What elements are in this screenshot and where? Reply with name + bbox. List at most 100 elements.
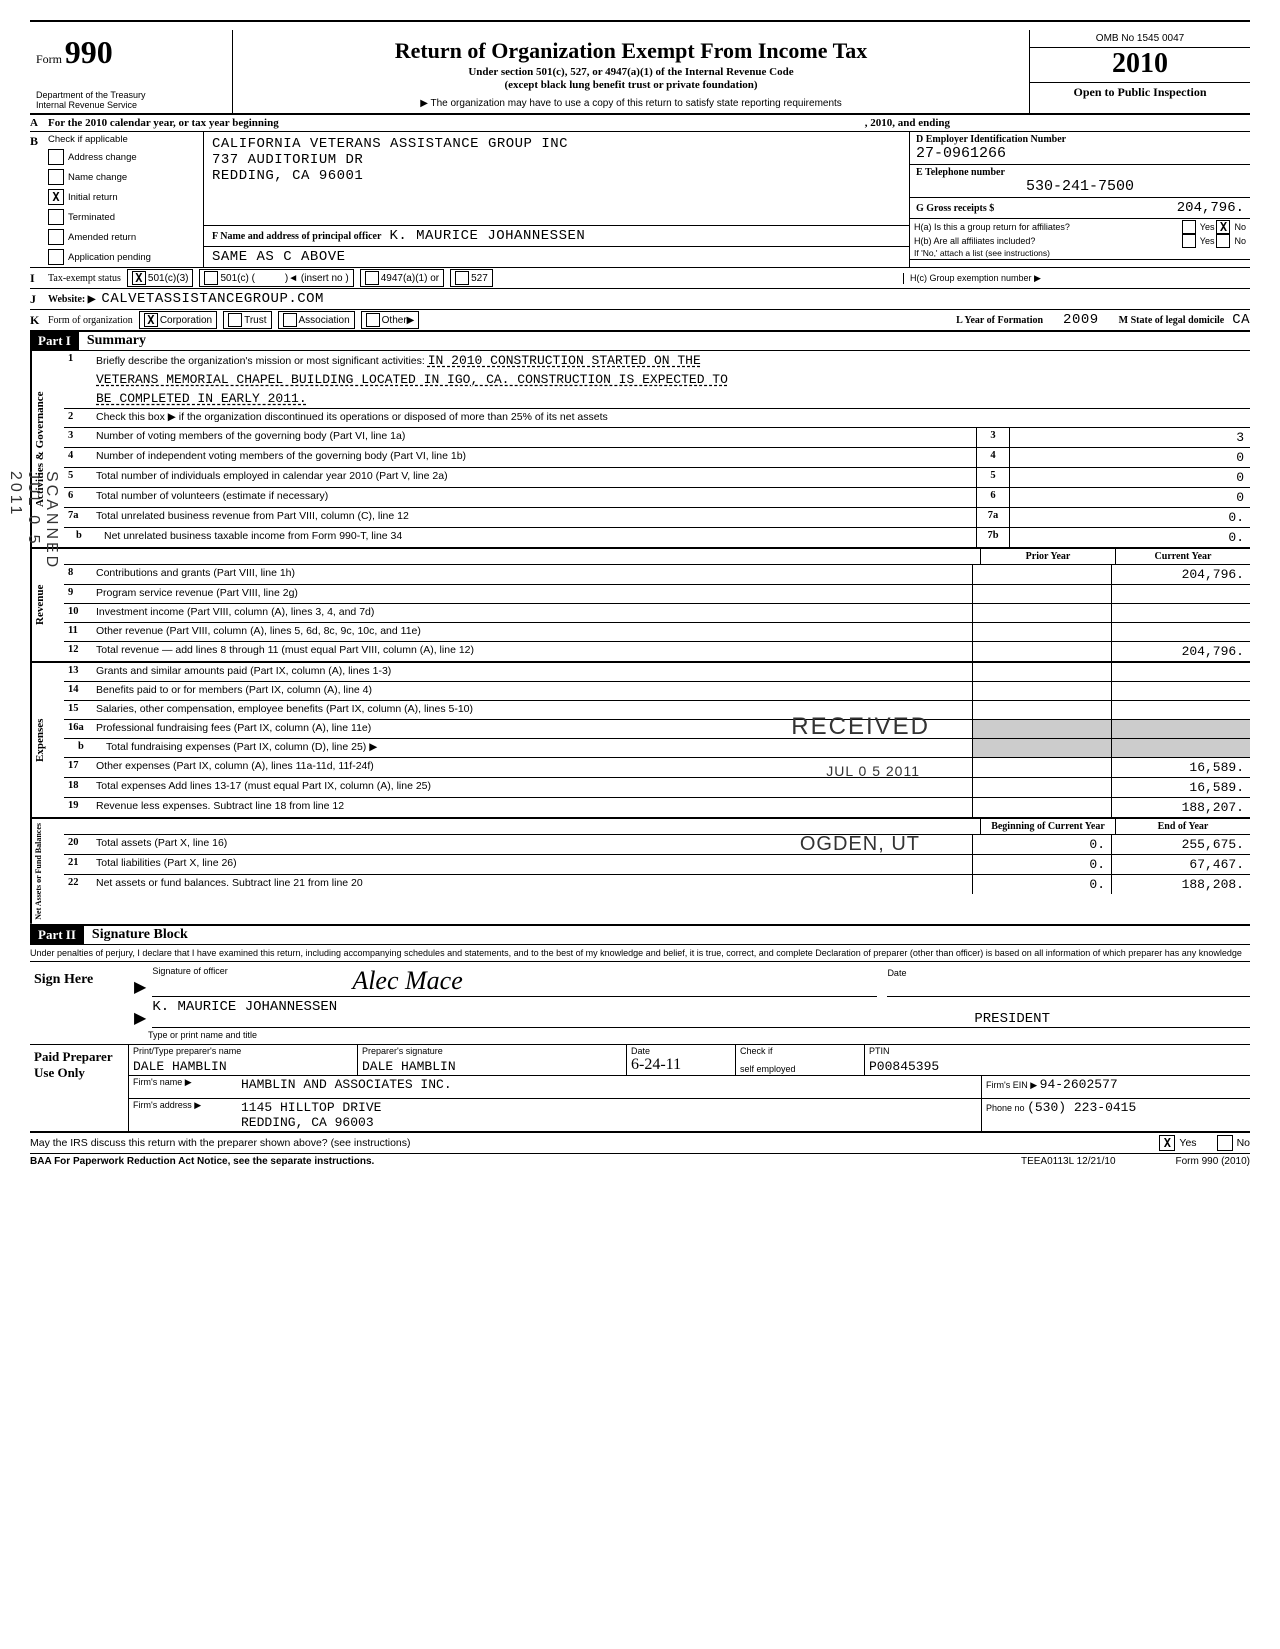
hdr-begin: Beginning of Current Year (980, 819, 1115, 834)
side-netassets: Net Assets or Fund Balances (30, 819, 64, 924)
preparer-date: 6-24-11 (631, 1056, 731, 1074)
name-caption: Type or print name and title (128, 1030, 1250, 1040)
ptin: P00845395 (869, 1059, 1246, 1074)
side-expenses: Expenses (30, 663, 64, 817)
line-7a: Total unrelated business revenue from Pa… (96, 508, 976, 527)
line-22: Net assets or fund balances. Subtract li… (96, 875, 972, 894)
chk-name-change[interactable]: Name change (48, 167, 203, 187)
line-9: Program service revenue (Part VIII, line… (96, 585, 972, 603)
firm-phone: (530) 223-0415 (1027, 1100, 1136, 1115)
line-18-value: 16,589. (1111, 778, 1250, 797)
form-number: Form 990 (36, 34, 226, 71)
line-2: Check this box ▶ if the organization dis… (96, 409, 1250, 427)
org-addr2: REDDING, CA 96001 (212, 168, 901, 184)
row-a: A For the 2010 calendar year, or tax yea… (30, 115, 1250, 132)
hc-label: H(c) Group exemption number ▶ (903, 273, 1250, 284)
year-formation: 2009 (1063, 312, 1099, 328)
gross-receipts: 204,796. (994, 200, 1244, 216)
e-label: E Telephone number (916, 167, 1005, 178)
open-public: Open to Public Inspection (1030, 83, 1250, 102)
f-label: F Name and address of principal officer (212, 231, 381, 242)
mission-text-3: BE COMPLETED IN EARLY 2011. (96, 389, 1250, 408)
website: CALVETASSISTANCEGROUP.COM (101, 291, 324, 307)
discuss-row: May the IRS discuss this return with the… (30, 1133, 1250, 1154)
line-4: Number of independent voting members of … (96, 448, 976, 467)
line-16a: Professional fundraising fees (Part IX, … (96, 720, 972, 738)
line-1-label: Briefly describe the organization's miss… (96, 355, 425, 367)
hdr-current: Current Year (1115, 549, 1250, 564)
line-20-begin: 0. (972, 835, 1111, 854)
line-17: Other expenses (Part IX, column (A), lin… (96, 758, 972, 777)
line-14: Benefits paid to or for members (Part IX… (96, 682, 972, 700)
tax-year: 2010 (1030, 48, 1250, 83)
officer-addr: SAME AS C ABOVE (212, 249, 346, 265)
hdr-prior: Prior Year (980, 549, 1115, 564)
line-13: Grants and similar amounts paid (Part IX… (96, 663, 972, 681)
line-3: Number of voting members of the governin… (96, 428, 976, 447)
line-7a-value: 0. (1010, 508, 1250, 527)
officer-name: K. MAURICE JOHANNESSEN (389, 228, 585, 244)
org-addr1: 737 AUDITORIUM DR (212, 152, 901, 168)
chk-address-change[interactable]: Address change (48, 147, 203, 167)
chk-terminated[interactable]: Terminated (48, 207, 203, 227)
reporting-note: ▶ The organization may have to use a cop… (241, 98, 1021, 109)
chk-application-pending[interactable]: Application pending (48, 247, 203, 267)
firm-addr1: 1145 HILLTOP DRIVE (241, 1100, 977, 1115)
firm-ein: 94-2602577 (1040, 1077, 1118, 1092)
line-5: Total number of individuals employed in … (96, 468, 976, 487)
form-title: Return of Organization Exempt From Incom… (241, 38, 1021, 64)
line-20: Total assets (Part X, line 16) (96, 835, 972, 854)
check-applicable-label: Check if applicable (48, 132, 203, 147)
line-7b: Net unrelated business taxable income fr… (104, 528, 976, 547)
form-subtitle-2: (except black lung benefit trust or priv… (241, 79, 1021, 92)
part-2-header: Part II Signature Block (30, 926, 1250, 945)
line-15: Salaries, other compensation, employee b… (96, 701, 972, 719)
line-11: Other revenue (Part VIII, column (A), li… (96, 623, 972, 641)
mission-text-2: VETERANS MEMORIAL CHAPEL BUILDING LOCATE… (96, 370, 1250, 389)
line-19-value: 188,207. (1111, 798, 1250, 817)
g-label: G Gross receipts $ (916, 203, 994, 214)
line-8-value: 204,796. (1111, 565, 1250, 584)
entity-block: B Check if applicable Address change Nam… (30, 132, 1250, 268)
form-header: Form 990 Department of the Treasury Inte… (30, 30, 1250, 115)
line-22-begin: 0. (972, 875, 1111, 894)
line-12-value: 204,796. (1111, 642, 1250, 661)
side-revenue: Revenue (30, 549, 64, 661)
officer-print-name: K. MAURICE JOHANNESSEN (152, 987, 337, 1015)
line-5-value: 0 (1010, 468, 1250, 487)
line-8: Contributions and grants (Part VIII, lin… (96, 565, 972, 584)
firm-name: HAMBLIN AND ASSOCIATES INC. (241, 1077, 977, 1092)
ha-label: H(a) Is this a group return for affiliat… (914, 222, 1180, 232)
line-3-value: 3 (1010, 428, 1250, 447)
phone-value: 530-241-7500 (916, 178, 1244, 195)
state-domicile: CA (1232, 312, 1250, 328)
preparer-block: Paid Preparer Use Only Print/Type prepar… (30, 1045, 1250, 1133)
line-20-end: 255,675. (1111, 835, 1250, 854)
line-6-value: 0 (1010, 488, 1250, 507)
line-21: Total liabilities (Part X, line 26) (96, 855, 972, 874)
line-19: Revenue less expenses. Subtract line 18 … (96, 798, 972, 817)
line-10: Investment income (Part VIII, column (A)… (96, 604, 972, 622)
row-k: K Form of organization XCorporation Trus… (30, 310, 1250, 332)
officer-title: PRESIDENT (974, 999, 1250, 1027)
line-18: Total expenses Add lines 13-17 (must equ… (96, 778, 972, 797)
dept-irs: Internal Revenue Service (36, 101, 226, 111)
chk-amended[interactable]: Amended return (48, 227, 203, 247)
line-21-end: 67,467. (1111, 855, 1250, 874)
line-22-end: 188,208. (1111, 875, 1250, 894)
preparer-name: DALE HAMBLIN (133, 1059, 353, 1074)
ein-value: 27-0961266 (916, 145, 1244, 162)
chk-initial-return[interactable]: XInitial return (48, 187, 203, 207)
d-label: D Employer Identification Number (916, 134, 1066, 145)
line-4-value: 0 (1010, 448, 1250, 467)
line-21-begin: 0. (972, 855, 1111, 874)
side-governance: Activities & Governance (30, 351, 64, 547)
omb-number: OMB No 1545 0047 (1030, 30, 1250, 48)
line-7b-value: 0. (1010, 528, 1250, 547)
org-name: CALIFORNIA VETERANS ASSISTANCE GROUP INC (212, 136, 901, 152)
footer-row: BAA For Paperwork Reduction Act Notice, … (30, 1154, 1250, 1169)
line-12: Total revenue — add lines 8 through 11 (… (96, 642, 972, 661)
part-1-header: Part I Summary (30, 332, 1250, 351)
hb-label: H(b) Are all affiliates included? (914, 236, 1180, 246)
firm-addr2: REDDING, CA 96003 (241, 1115, 977, 1130)
